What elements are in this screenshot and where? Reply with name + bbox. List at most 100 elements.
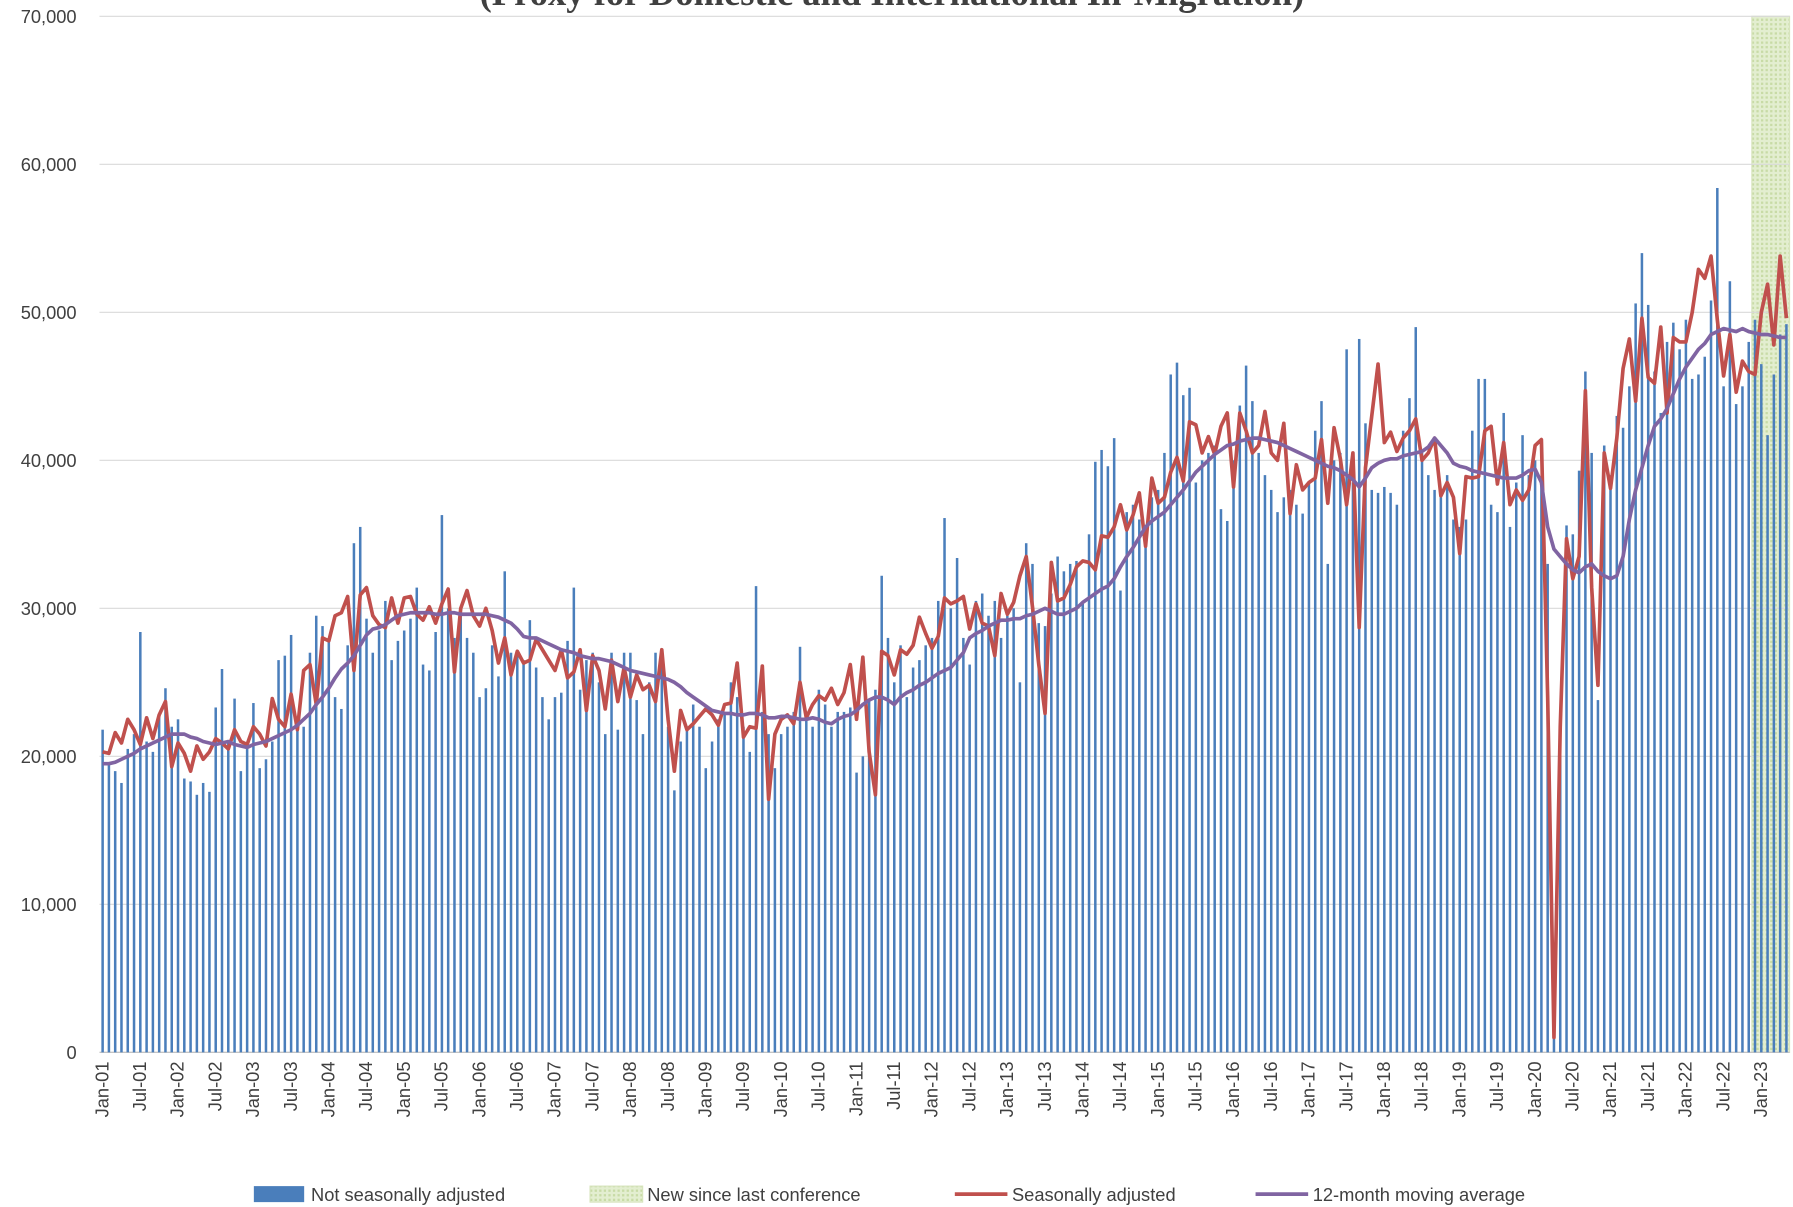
bar	[1747, 341, 1750, 1053]
bar	[1734, 404, 1738, 1053]
y-tick-label: 20,000	[21, 746, 77, 767]
bar	[1094, 461, 1097, 1053]
bar	[572, 587, 576, 1053]
bar	[654, 652, 657, 1053]
x-tick-label: Jul-07	[581, 1061, 602, 1111]
bar	[484, 688, 488, 1053]
bar	[1106, 466, 1110, 1053]
x-tick-label: Jul-01	[129, 1061, 150, 1111]
bar	[1640, 253, 1644, 1053]
bar	[126, 748, 130, 1053]
x-tick-label: Jan-22	[1675, 1061, 1696, 1117]
bar	[245, 748, 249, 1053]
bar	[1634, 303, 1637, 1053]
bar	[855, 772, 858, 1053]
bar	[1263, 475, 1267, 1053]
bar	[603, 734, 607, 1053]
bar	[1414, 327, 1417, 1053]
bar	[1339, 452, 1342, 1053]
bar	[1370, 489, 1374, 1053]
y-tick-label: 10,000	[21, 894, 77, 915]
bar	[434, 631, 437, 1053]
bar	[735, 697, 739, 1053]
bar	[157, 714, 161, 1053]
bar	[999, 637, 1003, 1053]
bar	[1383, 486, 1386, 1053]
x-tick-label: Jul-05	[431, 1061, 452, 1111]
bar	[1075, 560, 1078, 1053]
bar	[1615, 415, 1619, 1053]
x-tick-label: Jan-20	[1524, 1061, 1545, 1117]
bar	[1251, 401, 1254, 1053]
bar	[886, 637, 890, 1053]
bar	[1684, 319, 1688, 1053]
bar	[346, 645, 349, 1053]
bar	[1508, 526, 1512, 1053]
bar	[264, 759, 268, 1053]
bar	[1646, 304, 1650, 1053]
bar	[233, 698, 236, 1053]
bar	[1785, 324, 1788, 1053]
bar	[503, 571, 506, 1053]
bar	[107, 763, 111, 1053]
bar	[987, 615, 990, 1053]
bar	[1527, 475, 1531, 1053]
bar	[742, 726, 745, 1053]
bar	[874, 689, 877, 1053]
bar	[1288, 489, 1292, 1053]
bar	[113, 771, 117, 1053]
bar	[1609, 475, 1612, 1053]
bar	[1144, 526, 1147, 1053]
bar	[622, 652, 626, 1053]
bar	[1521, 435, 1524, 1053]
bar	[993, 600, 997, 1053]
bar	[1232, 460, 1235, 1053]
bar	[585, 660, 588, 1053]
bar	[968, 664, 971, 1053]
bar	[377, 630, 381, 1053]
bar	[201, 782, 205, 1053]
bar	[748, 751, 752, 1053]
bar	[1207, 452, 1210, 1053]
bar	[415, 587, 419, 1053]
bar	[1489, 504, 1493, 1053]
bar	[823, 704, 827, 1053]
y-tick-label: 50,000	[21, 302, 77, 323]
bar	[1395, 504, 1399, 1053]
bar	[553, 697, 557, 1053]
bar	[918, 660, 921, 1053]
bar	[1119, 590, 1122, 1053]
bar	[384, 600, 387, 1053]
bar	[1433, 489, 1436, 1053]
bar	[1728, 281, 1732, 1053]
bar	[1584, 371, 1587, 1053]
bar	[145, 741, 148, 1053]
bar	[314, 615, 318, 1053]
bar	[893, 682, 896, 1053]
x-tick-label: Jul-15	[1185, 1061, 1206, 1111]
bar	[641, 734, 645, 1053]
bar	[139, 631, 142, 1053]
bar	[472, 652, 475, 1053]
bar	[1565, 525, 1568, 1053]
bar	[924, 645, 927, 1053]
x-tick-label: Jul-02	[204, 1061, 225, 1111]
bar	[1766, 435, 1769, 1053]
bar	[1741, 386, 1744, 1053]
bar	[1439, 497, 1443, 1053]
bar	[811, 726, 814, 1053]
bar	[1282, 497, 1286, 1053]
bar	[597, 682, 601, 1053]
bar	[239, 771, 243, 1053]
bar	[836, 711, 839, 1053]
x-tick-label: Jul-09	[732, 1061, 753, 1111]
bar	[911, 667, 915, 1053]
bar	[1131, 504, 1135, 1053]
x-tick-label: Jan-03	[242, 1061, 263, 1117]
bar	[271, 741, 274, 1053]
bar	[591, 652, 594, 1053]
bar	[1515, 482, 1518, 1053]
bar	[308, 652, 312, 1053]
bar	[1376, 492, 1380, 1053]
